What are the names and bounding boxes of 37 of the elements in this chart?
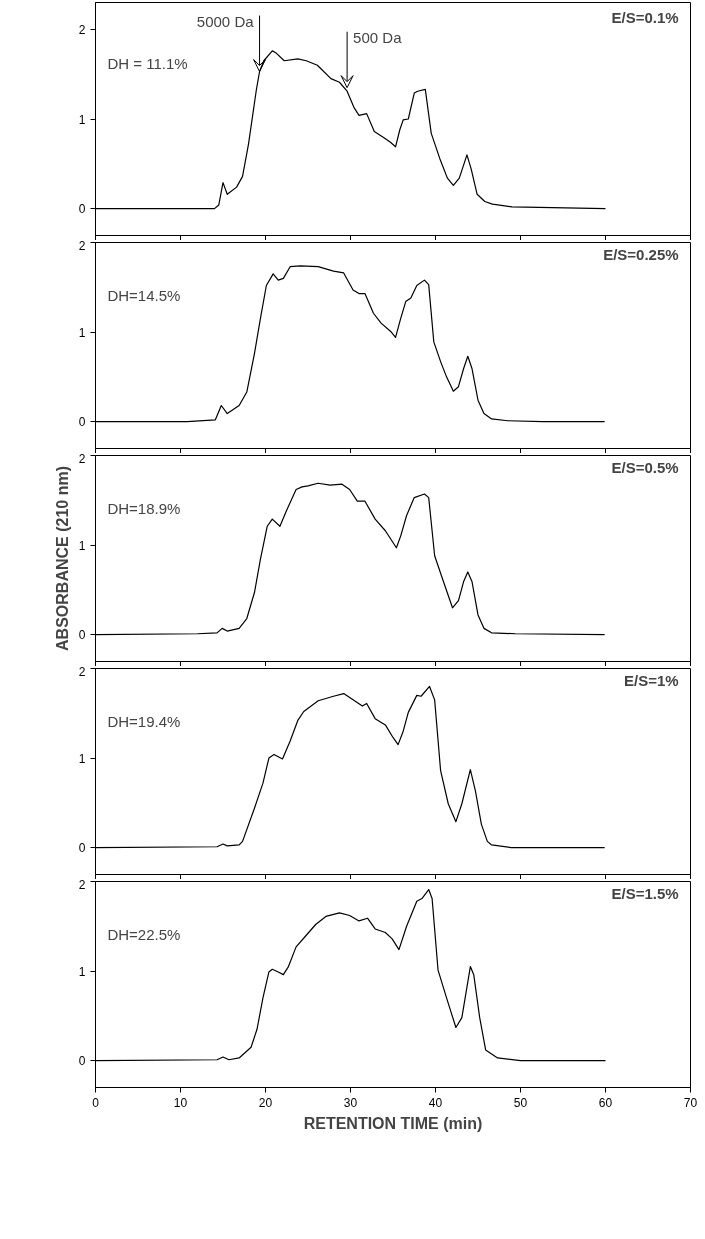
x-tick-label: 60 [598,1095,613,1110]
y-tick-label: 0 [78,841,86,856]
x-tick-label: 50 [513,1095,528,1110]
x-tick-label: 20 [258,1095,273,1110]
y-tick-label: 1 [78,325,86,340]
y-tick-label: 1 [78,964,86,979]
x-axis-title: RETENTION TIME (min) [303,1114,483,1132]
annotation: E/S=1% [623,672,679,690]
y-tick-label: 0 [78,415,86,430]
x-tick-label: 0 [92,1095,100,1110]
y-tick-label: 0 [78,1054,86,1069]
annotation: E/S=0.25% [603,246,679,264]
y-axis-title: ABSORBANCE (210 nm) [53,466,71,651]
annotation: DH = 11.1% [107,55,188,73]
y-tick-label: 1 [78,112,86,127]
annotation: DH=22.5% [107,926,181,944]
y-tick-label: 0 [78,202,86,217]
x-tick-label: 40 [428,1095,443,1110]
annotation: 5000 Da [196,12,255,30]
x-tick-label: 70 [683,1095,698,1110]
y-tick-label: 1 [78,751,86,766]
x-tick-label: 10 [173,1095,188,1110]
y-tick-label: 2 [78,877,86,892]
y-tick-label: 2 [78,451,86,466]
y-tick-label: 2 [78,22,86,37]
annotation: DH=18.9% [107,500,181,518]
annotation: 500 Da [353,28,403,46]
annotation: DH=14.5% [107,287,181,305]
y-tick-label: 2 [78,238,86,253]
x-tick-label: 30 [343,1095,358,1110]
annotation: E/S=0.1% [611,8,679,26]
y-tick-label: 1 [78,538,86,553]
annotation: E/S=0.5% [611,459,679,477]
y-tick-label: 2 [78,664,86,679]
annotation: E/S=1.5% [611,885,679,903]
annotation: DH=19.4% [107,713,181,731]
y-tick-label: 0 [78,628,86,643]
